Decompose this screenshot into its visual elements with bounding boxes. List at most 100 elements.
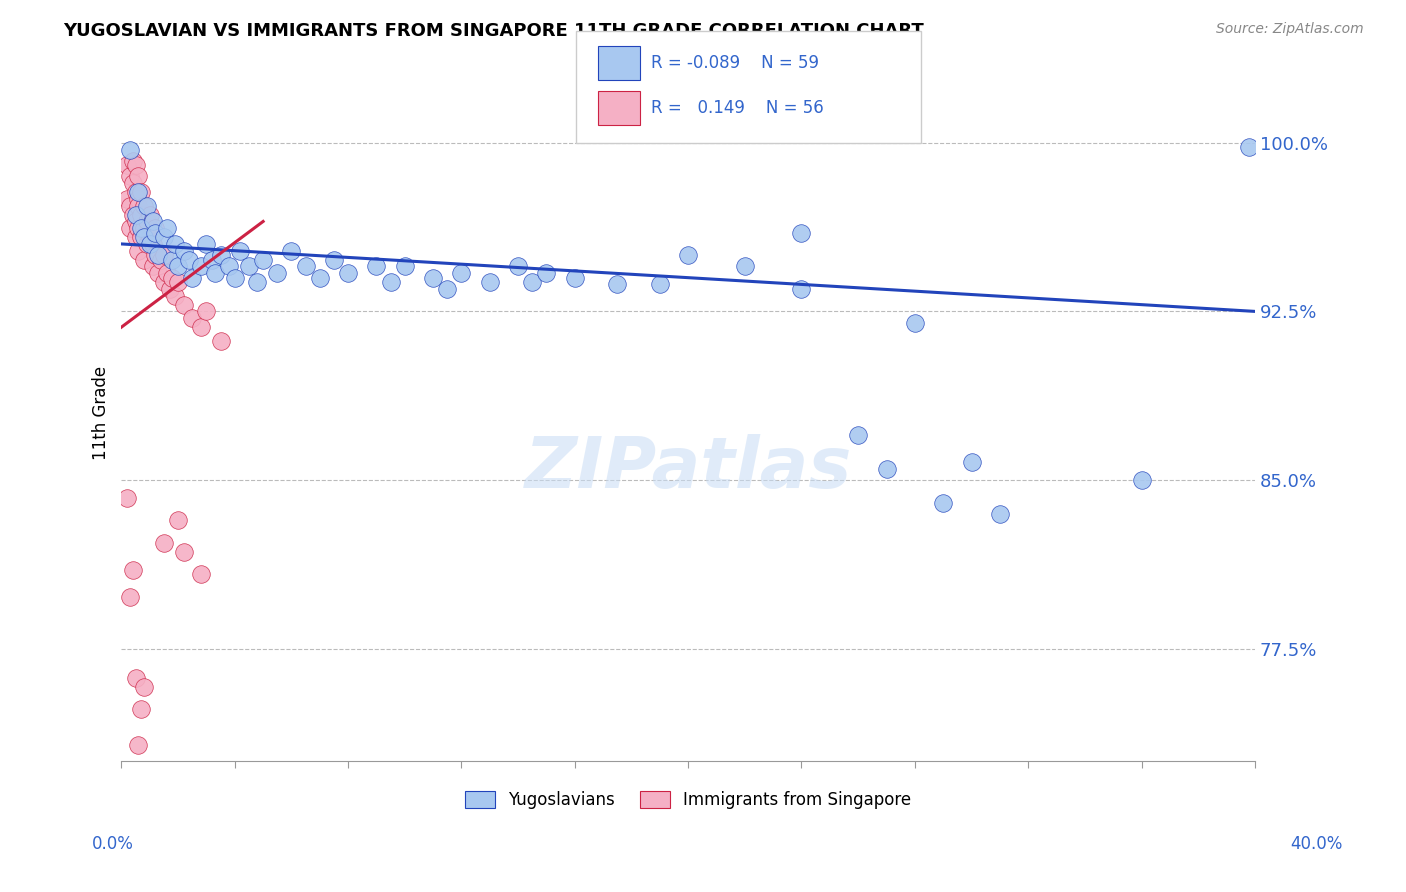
Point (904, 316, 927, 330)
Point (252, 252, 274, 267)
Point (224, 270, 246, 285)
Point (229, 244, 252, 258)
Point (167, 514, 190, 528)
Point (132, 252, 155, 267)
Point (606, 277, 628, 292)
Text: R =   0.149    N = 56: R = 0.149 N = 56 (651, 99, 824, 117)
Point (132, 221, 155, 235)
Point (218, 260, 240, 274)
Point (124, 185, 146, 199)
Point (165, 236, 187, 251)
Point (124, 208, 146, 222)
Point (266, 266, 288, 280)
Y-axis label: 11th Grade: 11th Grade (93, 366, 110, 459)
Point (145, 226, 167, 240)
Point (142, 260, 165, 274)
Point (648, 277, 671, 292)
Point (1130, 473, 1153, 487)
Point (153, 230, 176, 244)
Point (159, 282, 181, 296)
Point (127, 185, 149, 199)
Point (790, 226, 813, 240)
Point (201, 252, 224, 267)
Point (173, 545, 195, 559)
Point (153, 248, 176, 262)
Point (118, 143, 141, 157)
Point (115, 158, 138, 172)
Point (167, 275, 190, 289)
Point (129, 185, 152, 199)
Point (846, 428, 869, 442)
Point (127, 244, 149, 258)
Point (139, 208, 162, 222)
Point (129, 702, 152, 716)
Point (142, 214, 165, 228)
Point (115, 192, 138, 206)
Text: YUGOSLAVIAN VS IMMIGRANTS FROM SINGAPORE 11TH GRADE CORRELATION CHART: YUGOSLAVIAN VS IMMIGRANTS FROM SINGAPORE… (63, 22, 924, 40)
Point (181, 270, 204, 285)
Point (167, 260, 190, 274)
Text: Source: ZipAtlas.com: Source: ZipAtlas.com (1216, 22, 1364, 37)
Point (179, 252, 201, 267)
Point (121, 563, 143, 577)
Point (478, 275, 501, 289)
Point (139, 236, 162, 251)
Point (366, 260, 388, 274)
Point (148, 266, 170, 280)
Point (790, 282, 813, 296)
Point (173, 244, 195, 258)
Point (195, 236, 218, 251)
Point (127, 192, 149, 206)
Point (124, 230, 146, 244)
Point (148, 248, 170, 262)
Point (124, 671, 146, 685)
Text: 40.0%: 40.0% (1291, 835, 1343, 853)
Point (136, 199, 159, 213)
Point (508, 260, 530, 274)
Point (294, 260, 316, 274)
Point (145, 248, 167, 262)
Point (450, 266, 472, 280)
Point (153, 536, 176, 550)
Point (156, 266, 179, 280)
Point (394, 260, 416, 274)
Point (246, 275, 269, 289)
Point (132, 199, 155, 213)
Point (190, 260, 212, 274)
Point (118, 199, 141, 213)
Point (337, 266, 360, 280)
Point (308, 270, 330, 285)
Point (139, 230, 162, 244)
Point (162, 252, 184, 267)
Point (127, 199, 149, 213)
Point (115, 491, 138, 505)
Point (564, 270, 586, 285)
Point (136, 236, 159, 251)
Point (132, 230, 155, 244)
Point (536, 266, 558, 280)
Point (127, 739, 149, 753)
Point (153, 275, 176, 289)
Point (118, 169, 141, 184)
Text: 0.0%: 0.0% (91, 835, 134, 853)
Point (136, 214, 159, 228)
Text: ZIPatlas: ZIPatlas (524, 434, 852, 503)
Point (422, 270, 444, 285)
Point (1237, 140, 1260, 154)
Point (209, 334, 232, 348)
Point (734, 260, 756, 274)
Point (522, 275, 544, 289)
Point (676, 248, 699, 262)
Point (173, 298, 195, 312)
Point (932, 495, 955, 509)
Point (165, 288, 187, 302)
Point (181, 311, 204, 326)
Point (162, 270, 184, 285)
Point (145, 221, 167, 235)
Point (436, 282, 458, 296)
Point (129, 230, 152, 244)
Point (127, 169, 149, 184)
Point (323, 252, 346, 267)
Point (988, 507, 1011, 521)
Legend: Yugoslavians, Immigrants from Singapore: Yugoslavians, Immigrants from Singapore (458, 784, 918, 815)
